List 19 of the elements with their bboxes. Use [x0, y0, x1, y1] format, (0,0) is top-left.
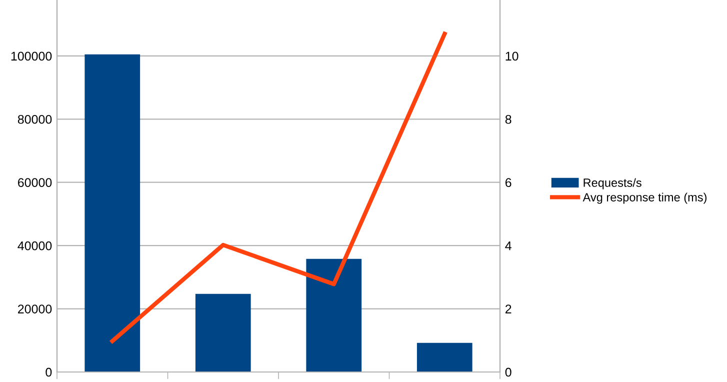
bar	[195, 294, 251, 372]
y-tick-label: 40000	[18, 241, 52, 250]
bar	[306, 258, 362, 372]
y-tick-label: 20000	[18, 304, 52, 314]
y-tick-label: 80000	[18, 114, 52, 124]
bar	[84, 54, 140, 372]
legend-label: Avg response time (ms)	[582, 192, 706, 204]
y2-tick-label: 6	[505, 178, 512, 188]
y2-tick-label: 4	[505, 242, 512, 250]
y2-tick-label: 0	[505, 368, 512, 377]
y2-tick-label: 8	[505, 114, 512, 124]
line-series	[110, 32, 447, 344]
y2-tick-label: 10	[506, 52, 518, 61]
y2-tick-label: 2	[505, 304, 512, 314]
bar	[416, 342, 472, 372]
y-tick-label: 100000	[11, 52, 52, 61]
legend-label: Requests/s	[584, 178, 642, 190]
y-tick-label: 60000	[18, 178, 52, 188]
y-tick-label: 0	[46, 368, 52, 377]
